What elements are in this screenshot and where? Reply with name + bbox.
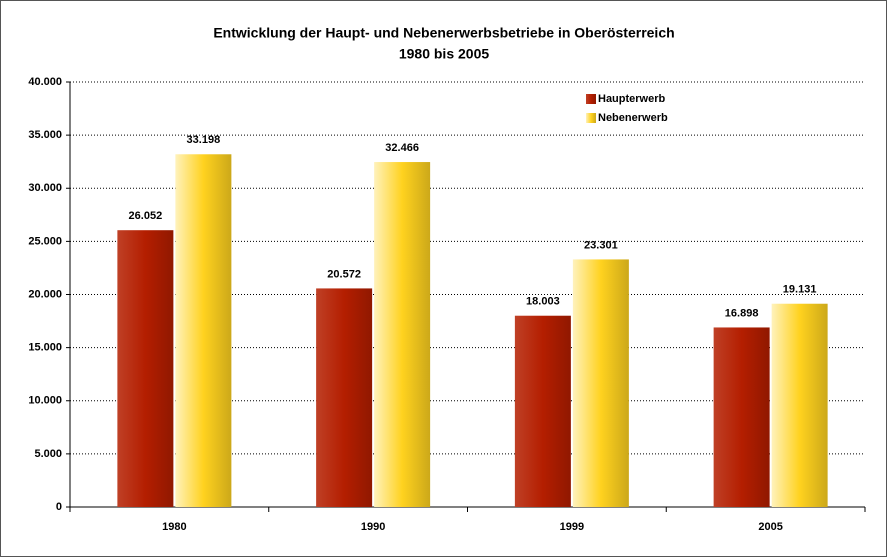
y-tick-label: 40.000 (28, 76, 62, 88)
x-tick-label: 2005 (758, 521, 782, 533)
chart-title: Entwicklung der Haupt- und Nebenerwerbsb… (213, 25, 674, 41)
bar (316, 288, 373, 507)
x-tick-label: 1990 (361, 521, 385, 533)
bar (572, 259, 629, 507)
bar (175, 154, 232, 508)
legend-swatch (586, 113, 596, 123)
chart-subtitle: 1980 bis 2005 (399, 46, 490, 62)
value-label: 23.301 (584, 239, 618, 251)
value-label: 20.572 (327, 268, 361, 280)
y-tick-label: 15.000 (28, 342, 62, 354)
bar (771, 303, 828, 507)
bar (374, 162, 431, 507)
x-tick-label: 1980 (162, 521, 186, 533)
value-label: 33.198 (187, 134, 221, 146)
x-tick-label: 1999 (560, 521, 584, 533)
value-label: 26.052 (129, 210, 163, 222)
legend-label: Nebenerwerb (598, 112, 668, 124)
legend-swatch (586, 94, 596, 104)
y-tick-label: 0 (56, 501, 62, 513)
bar (713, 327, 770, 507)
y-tick-label: 5.000 (34, 448, 62, 460)
y-tick-label: 25.000 (28, 235, 62, 247)
value-label: 32.466 (385, 142, 419, 154)
y-tick-label: 10.000 (28, 395, 62, 407)
value-label: 16.898 (725, 307, 759, 319)
y-tick-label: 30.000 (28, 182, 62, 194)
bar (117, 230, 174, 507)
legend-label: Haupterwerb (598, 93, 666, 105)
y-tick-label: 20.000 (28, 288, 62, 300)
value-label: 18.003 (526, 296, 560, 308)
bar (514, 315, 571, 507)
y-tick-label: 35.000 (28, 129, 62, 141)
value-label: 19.131 (783, 284, 817, 296)
